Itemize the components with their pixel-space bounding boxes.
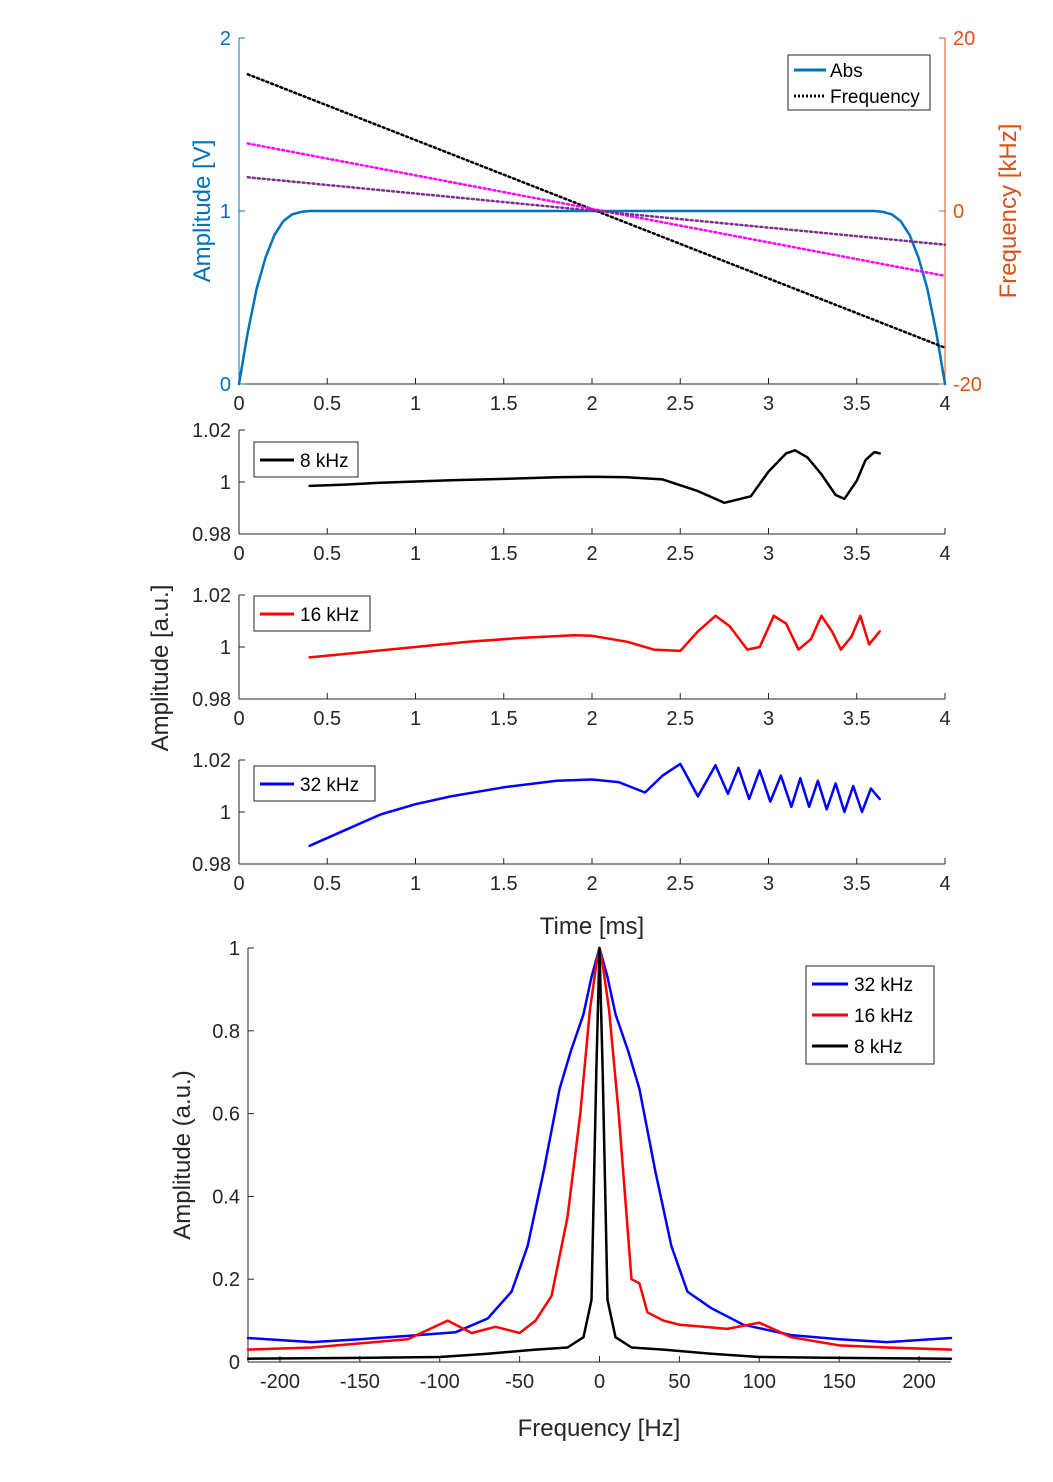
x-tick-label: 1 bbox=[410, 708, 421, 730]
panel-8khz: 0 0.5 1 1.5 2 2.5 3 3.5 4 0.98 1 1.02 8 kHz bbox=[192, 420, 951, 565]
x-tick-label: 3 bbox=[763, 873, 774, 895]
legend: 8 kHz bbox=[253, 441, 359, 478]
series-line-16-khz bbox=[308, 614, 881, 659]
legend: 32 kHz bbox=[253, 765, 376, 802]
legend-entry-abs: Abs bbox=[830, 61, 863, 82]
y-tick-label: 0 bbox=[220, 374, 231, 396]
legend: 32 kHz 16 kHz 8 kHz bbox=[805, 965, 935, 1065]
series-line-8-khz bbox=[246, 946, 953, 1360]
x-tick-label: 0.5 bbox=[313, 393, 341, 415]
x-axis-label-frequency: Frequency [Hz] bbox=[518, 1415, 681, 1442]
y-axis-label-left: Amplitude [V] bbox=[189, 140, 216, 283]
y-tick-label: 1 bbox=[229, 938, 240, 960]
x-tick-label: 200 bbox=[902, 1371, 935, 1393]
x-tick-label: 3.5 bbox=[843, 873, 871, 895]
legend-entry-32khz: 32 kHz bbox=[300, 775, 359, 796]
x-tick-label: 3.5 bbox=[843, 393, 871, 415]
x-tick-label: 4 bbox=[939, 708, 950, 730]
y2-tick-label: 20 bbox=[953, 28, 975, 50]
y-tick-label: 1 bbox=[220, 201, 231, 223]
x-tick-label: 150 bbox=[822, 1371, 855, 1393]
x-tick-label: 4 bbox=[939, 873, 950, 895]
panel-16khz: 0 0.5 1 1.5 2 2.5 3 3.5 4 0.98 1 1.02 16 kHz Ampli… bbox=[147, 585, 951, 752]
y-tick-label: 1.02 bbox=[192, 420, 231, 442]
x-tick-label: 100 bbox=[743, 1371, 776, 1393]
y-tick-label: 0.2 bbox=[212, 1269, 240, 1291]
y-axis-label-shared: Amplitude [a.u.] bbox=[147, 585, 174, 752]
x-tick-label: 4 bbox=[939, 543, 950, 565]
y-tick-label: 2 bbox=[220, 28, 231, 50]
x-tick-label: 1 bbox=[410, 873, 421, 895]
panel-spectrum: -200 -150 -100 -50 0 50 100 150 200 0 0.2 0.4 0.6 0.… bbox=[169, 938, 953, 1442]
x-tick-label: 1.5 bbox=[490, 873, 518, 895]
x-tick-label: 0 bbox=[233, 708, 244, 730]
x-tick-label: 1 bbox=[410, 393, 421, 415]
y-tick-label: 0.98 bbox=[192, 524, 231, 546]
x-tick-label: 1.5 bbox=[490, 543, 518, 565]
panel-amplitude-frequency: 0 0.5 1 1.5 2 2.5 3 3.5 4 0 1 2 -20 0 20 Amplitude [… bbox=[189, 28, 1022, 415]
y-tick-label: 0.4 bbox=[212, 1186, 240, 1208]
legend: 16 kHz bbox=[253, 595, 371, 632]
y-tick-label: 1 bbox=[220, 472, 231, 494]
x-tick-label: 0.5 bbox=[313, 543, 341, 565]
x-tick-label: 4 bbox=[939, 393, 950, 415]
x-tick-label: 1.5 bbox=[490, 393, 518, 415]
y-tick-label: 1.02 bbox=[192, 750, 231, 772]
y-tick-label: 0.98 bbox=[192, 854, 231, 876]
x-tick-label: 3.5 bbox=[843, 543, 871, 565]
y-axis-label-right: Frequency [kHz] bbox=[995, 124, 1022, 299]
y-tick-label: 1 bbox=[220, 637, 231, 659]
y-tick-label: 0.6 bbox=[212, 1104, 240, 1126]
x-tick-label: 1.5 bbox=[490, 708, 518, 730]
x-tick-label: 0 bbox=[233, 393, 244, 415]
x-tick-label: 3 bbox=[763, 543, 774, 565]
y2-tick-label: 0 bbox=[953, 201, 964, 223]
y-axis-label-spectrum: Amplitude (a.u.) bbox=[169, 1070, 196, 1239]
x-tick-label: 0 bbox=[233, 873, 244, 895]
x-tick-label: 2 bbox=[586, 873, 597, 895]
legend-entry-frequency: Frequency bbox=[830, 87, 920, 108]
series-line-frequency-8-khz bbox=[246, 176, 947, 246]
x-tick-label: 3.5 bbox=[843, 708, 871, 730]
x-tick-label: 3 bbox=[763, 393, 774, 415]
series-line-abs bbox=[237, 209, 947, 386]
x-tick-label: 2.5 bbox=[666, 708, 694, 730]
y-tick-label: 1.02 bbox=[192, 585, 231, 607]
y-tick-label: 0.8 bbox=[212, 1021, 240, 1043]
series-line-frequency-16-khz bbox=[246, 142, 947, 278]
x-tick-label: -50 bbox=[505, 1371, 534, 1393]
x-tick-label: 2 bbox=[586, 393, 597, 415]
legend-entry-32khz: 32 kHz bbox=[854, 975, 913, 996]
legend-entry-8khz: 8 kHz bbox=[854, 1037, 903, 1058]
y-tick-label: 0 bbox=[229, 1352, 240, 1374]
x-tick-label: 0 bbox=[233, 543, 244, 565]
x-tick-label: -100 bbox=[420, 1371, 460, 1393]
x-tick-label: 2.5 bbox=[666, 543, 694, 565]
legend-entry-8khz: 8 kHz bbox=[300, 451, 349, 472]
x-tick-label: 1 bbox=[410, 543, 421, 565]
y2-tick-label: -20 bbox=[953, 374, 982, 396]
y-tick-label: 0.98 bbox=[192, 689, 231, 711]
x-tick-label: 0 bbox=[594, 1371, 605, 1393]
x-tick-label: 0.5 bbox=[313, 708, 341, 730]
x-tick-label: 2 bbox=[586, 708, 597, 730]
series-line-32-khz bbox=[308, 762, 881, 848]
y-tick-label: 1 bbox=[220, 802, 231, 824]
legend-entry-16khz: 16 kHz bbox=[854, 1006, 913, 1027]
x-tick-label: 2.5 bbox=[666, 873, 694, 895]
series-line-8-khz bbox=[308, 449, 881, 505]
x-tick-label: 3 bbox=[763, 708, 774, 730]
x-tick-label: 50 bbox=[668, 1371, 690, 1393]
panel-32khz: 0 0.5 1 1.5 2 2.5 3 3.5 4 0.98 1 1.02 32 kHz Time … bbox=[192, 750, 951, 940]
x-tick-label: 2 bbox=[586, 543, 597, 565]
legend-entry-16khz: 16 kHz bbox=[300, 605, 359, 626]
x-axis-label-time: Time [ms] bbox=[540, 913, 644, 940]
legend: Abs Frequency bbox=[787, 54, 931, 111]
x-tick-label: 0.5 bbox=[313, 873, 341, 895]
x-tick-label: 2.5 bbox=[666, 393, 694, 415]
series-line-16-khz bbox=[246, 946, 953, 1351]
x-tick-label: -150 bbox=[340, 1371, 380, 1393]
x-tick-label: -200 bbox=[260, 1371, 300, 1393]
